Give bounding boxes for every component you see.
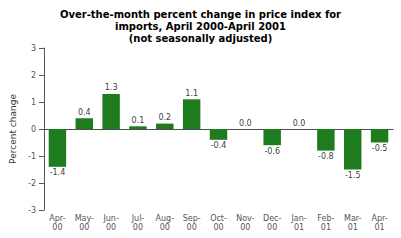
svg-text:Nov-: Nov- — [236, 214, 254, 223]
svg-text:00: 00 — [160, 223, 170, 232]
svg-text:01: 01 — [321, 223, 331, 232]
svg-text:Aug-: Aug- — [156, 214, 175, 223]
svg-text:00: 00 — [52, 223, 62, 232]
svg-text:00: 00 — [187, 223, 197, 232]
svg-text:-0.4: -0.4 — [211, 141, 227, 150]
svg-text:00: 00 — [240, 223, 250, 232]
svg-text:-0.8: -0.8 — [318, 152, 334, 161]
svg-text:-3: -3 — [28, 206, 36, 215]
svg-text:00: 00 — [79, 223, 89, 232]
svg-text:01: 01 — [348, 223, 358, 232]
svg-text:Over-the-month percent change: Over-the-month percent change in price i… — [60, 9, 341, 20]
svg-text:2: 2 — [31, 71, 36, 80]
svg-text:0.2: 0.2 — [158, 113, 171, 122]
svg-text:0.0: 0.0 — [293, 119, 306, 128]
svg-text:-1.5: -1.5 — [345, 171, 361, 180]
svg-text:Apr-: Apr- — [371, 214, 387, 223]
svg-text:Feb-: Feb- — [317, 214, 334, 223]
svg-text:01: 01 — [294, 223, 304, 232]
svg-text:00: 00 — [267, 223, 277, 232]
svg-text:-0.6: -0.6 — [264, 147, 280, 156]
svg-text:imports, April 2000-April 2001: imports, April 2000-April 2001 — [115, 21, 286, 32]
svg-text:0.4: 0.4 — [78, 108, 91, 117]
svg-text:May-: May- — [75, 214, 94, 223]
svg-text:Mar-: Mar- — [344, 214, 362, 223]
svg-text:0.1: 0.1 — [132, 116, 145, 125]
svg-text:Dec-: Dec- — [263, 214, 281, 223]
svg-text:Oct-: Oct- — [210, 214, 227, 223]
svg-text:00: 00 — [213, 223, 223, 232]
svg-text:1.3: 1.3 — [105, 83, 118, 92]
svg-text:Sep-: Sep- — [183, 214, 201, 223]
svg-text:-1: -1 — [28, 152, 36, 161]
svg-text:-2: -2 — [28, 179, 36, 188]
svg-text:-1.4: -1.4 — [50, 168, 66, 177]
svg-text:Jan-: Jan- — [290, 214, 306, 223]
svg-text:1: 1 — [31, 98, 36, 107]
svg-text:-0.5: -0.5 — [372, 144, 388, 153]
svg-text:Jul-: Jul- — [131, 214, 145, 223]
svg-text:Percent change: Percent change — [8, 94, 18, 164]
svg-text:Apr-: Apr- — [49, 214, 65, 223]
svg-text:3: 3 — [31, 44, 36, 53]
svg-text:1.1: 1.1 — [185, 89, 198, 98]
svg-text:(not seasonally adjusted): (not seasonally adjusted) — [129, 33, 273, 44]
svg-text:01: 01 — [374, 223, 384, 232]
svg-text:0.0: 0.0 — [239, 119, 252, 128]
svg-text:00: 00 — [133, 223, 143, 232]
svg-text:Jun-: Jun- — [102, 214, 119, 223]
svg-text:0: 0 — [31, 125, 36, 134]
svg-text:00: 00 — [106, 223, 116, 232]
